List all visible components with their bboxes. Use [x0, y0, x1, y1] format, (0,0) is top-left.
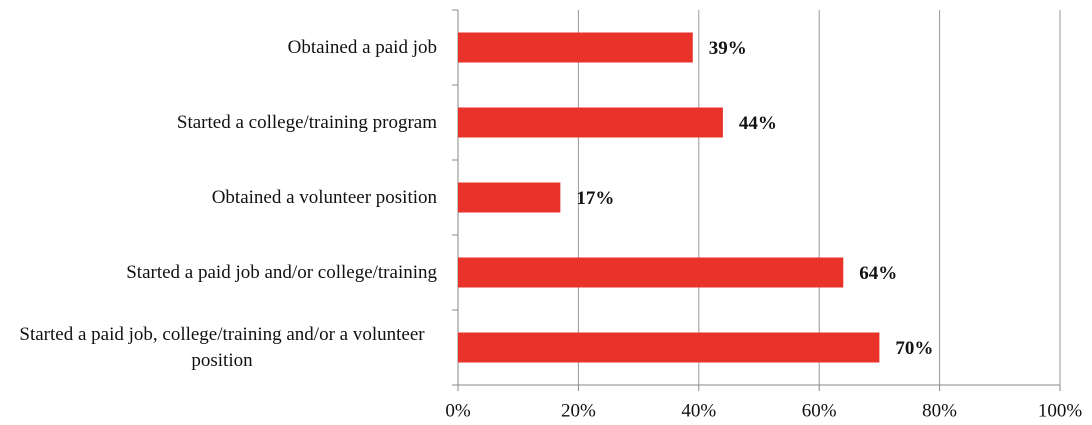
category-label-box: Started a paid job and/or college/traini…: [7, 243, 437, 303]
bar: [458, 182, 561, 213]
value-label: 39%: [709, 38, 747, 59]
category-label-box: Obtained a volunteer position: [7, 168, 437, 228]
bar: [458, 332, 880, 363]
bar: [458, 107, 723, 138]
value-label: 64%: [859, 263, 897, 284]
category-label: Started a college/training program: [176, 111, 437, 133]
category-label: Started a paid job, college/training and…: [19, 323, 425, 371]
category-label: Started a paid job and/or college/traini…: [126, 261, 437, 283]
category-label-box: Started a college/training program: [7, 93, 437, 153]
x-tick-label: 60%: [802, 400, 837, 421]
x-tick-label: 0%: [445, 400, 471, 421]
x-tick-label: 100%: [1038, 400, 1083, 421]
x-tick-label: 40%: [681, 400, 716, 421]
x-tick-label: 20%: [561, 400, 596, 421]
x-tick-label: 80%: [922, 400, 957, 421]
category-label-box: Started a paid job, college/training and…: [7, 318, 437, 378]
bar: [458, 32, 693, 63]
value-label: 17%: [576, 188, 614, 209]
category-label: Obtained a paid job: [287, 36, 437, 58]
category-label: Obtained a volunteer position: [211, 186, 437, 208]
category-label-box: Obtained a paid job: [7, 18, 437, 78]
bar: [458, 257, 844, 288]
value-label: 44%: [739, 113, 777, 134]
value-label: 70%: [895, 338, 933, 359]
